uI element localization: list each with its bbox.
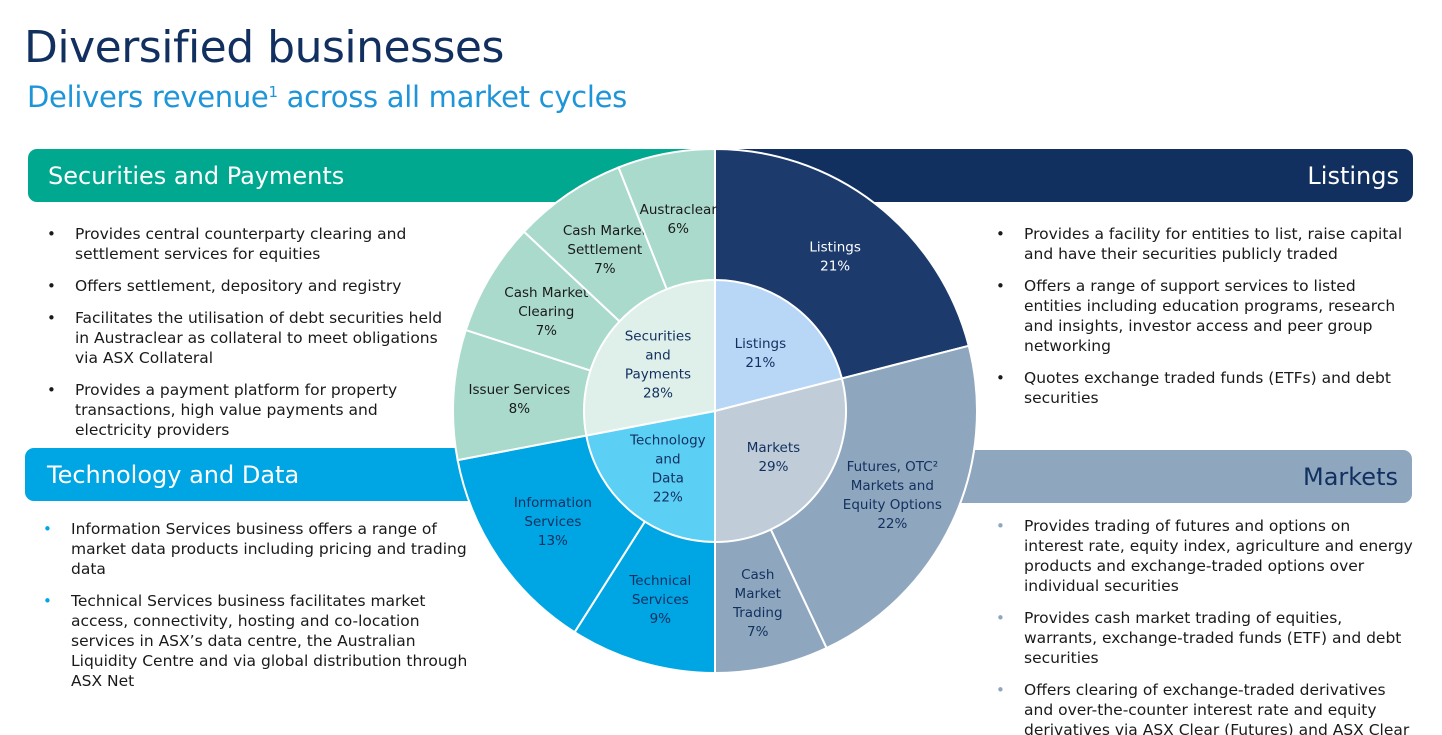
bullet-item: Facilitates the utilisation of debt secu… (45, 308, 445, 368)
bullet-item: Offers a range of support services to li… (994, 276, 1404, 356)
bullet-item: Information Services business offers a r… (41, 519, 481, 579)
inner-slice-securities-and-payments (583, 278, 716, 437)
inner-slice-listings (714, 278, 844, 413)
outer-label-cash-market-trading: Trading (732, 605, 783, 621)
bullet-item: Provides a facility for entities to list… (994, 224, 1404, 264)
subtitle-text: Delivers revenue (27, 80, 269, 114)
inner-label-securities-and-payments: Securities (625, 328, 692, 344)
inner-label-securities-and-payments: Payments (625, 366, 691, 382)
technology-bullets: Information Services business offers a r… (41, 519, 481, 703)
inner-value-label-securities-and-payments: 28% (643, 385, 673, 401)
inner-label-technology-and-data: and (655, 452, 680, 468)
bullet-item: Quotes exchange traded funds (ETFs) and … (994, 368, 1404, 408)
outer-label-information-services: Information (514, 495, 592, 511)
outer-label-issuer-services: Issuer Services (469, 382, 571, 398)
outer-value-label-issuer-services: 8% (509, 401, 531, 417)
bullet-item: Offers settlement, depository and regist… (45, 276, 445, 296)
outer-label-information-services: Services (524, 514, 581, 530)
bullet-item: Technical Services business facilitates … (41, 591, 481, 691)
outer-value-label-listings: 21% (820, 259, 850, 275)
outer-label-futures-otc-markets-and-equity-options: Equity Options (843, 497, 942, 513)
outer-label-futures-otc-markets-and-equity-options: Futures, OTC² (847, 459, 939, 475)
outer-label-austraclear: Austraclear (640, 202, 718, 218)
page-subtitle: Delivers revenue1 across all market cycl… (27, 80, 627, 114)
outer-label-cash-market-settlement: Cash Market (563, 223, 647, 239)
inner-value-label-listings: 21% (745, 355, 775, 371)
inner-label-securities-and-payments: and (645, 347, 670, 363)
outer-label-cash-market-clearing: Cash Market (504, 285, 588, 301)
bullet-item: Provides a payment platform for property… (45, 380, 445, 440)
bullet-item: Provides trading of futures and options … (994, 516, 1414, 596)
technology-band-label: Technology and Data (47, 460, 300, 489)
markets-bullets: Provides trading of futures and options … (994, 516, 1414, 735)
footnote-marker: 1 (268, 83, 278, 101)
inner-label-markets: Markets (747, 440, 800, 456)
securities-bullets: Provides central counterparty clearing a… (45, 224, 445, 452)
outer-label-cash-market-trading: Cash (741, 567, 774, 583)
listings-bullets: Provides a facility for entities to list… (994, 224, 1404, 420)
bullet-item: Offers clearing of exchange-traded deriv… (994, 680, 1414, 735)
outer-label-cash-market-trading: Market (735, 586, 781, 602)
inner-slice-markets (714, 377, 847, 544)
outer-label-futures-otc-markets-and-equity-options: Markets and (851, 478, 934, 494)
outer-value-label-austraclear: 6% (668, 221, 690, 237)
outer-value-label-technical-services: 9% (650, 611, 672, 627)
inner-value-label-markets: 29% (758, 459, 788, 475)
outer-label-listings: Listings (809, 240, 861, 256)
inner-slice-technology-and-data (585, 409, 716, 544)
page-title: Diversified businesses (24, 22, 504, 73)
inner-label-technology-and-data: Technology (629, 433, 706, 449)
outer-value-label-cash-market-trading: 7% (747, 624, 769, 640)
outer-label-cash-market-clearing: Clearing (518, 304, 574, 320)
outer-value-label-cash-market-settlement: 7% (594, 261, 616, 277)
outer-label-technical-services: Services (632, 592, 689, 608)
securities-band-label: Securities and Payments (48, 161, 345, 190)
listings-band-label: Listings (1307, 161, 1399, 190)
bullet-item: Provides cash market trading of equities… (994, 608, 1414, 668)
bullet-item: Provides central counterparty clearing a… (45, 224, 445, 264)
outer-value-label-cash-market-clearing: 7% (536, 323, 558, 339)
markets-band-label: Markets (1302, 462, 1398, 491)
outer-label-technical-services: Technical (628, 573, 691, 589)
outer-value-label-futures-otc-markets-and-equity-options: 22% (877, 516, 907, 532)
inner-label-listings: Listings (735, 336, 787, 352)
outer-value-label-information-services: 13% (538, 533, 568, 549)
inner-label-technology-and-data: Data (652, 471, 684, 487)
outer-label-cash-market-settlement: Settlement (567, 242, 642, 258)
inner-value-label-technology-and-data: 22% (653, 490, 683, 506)
